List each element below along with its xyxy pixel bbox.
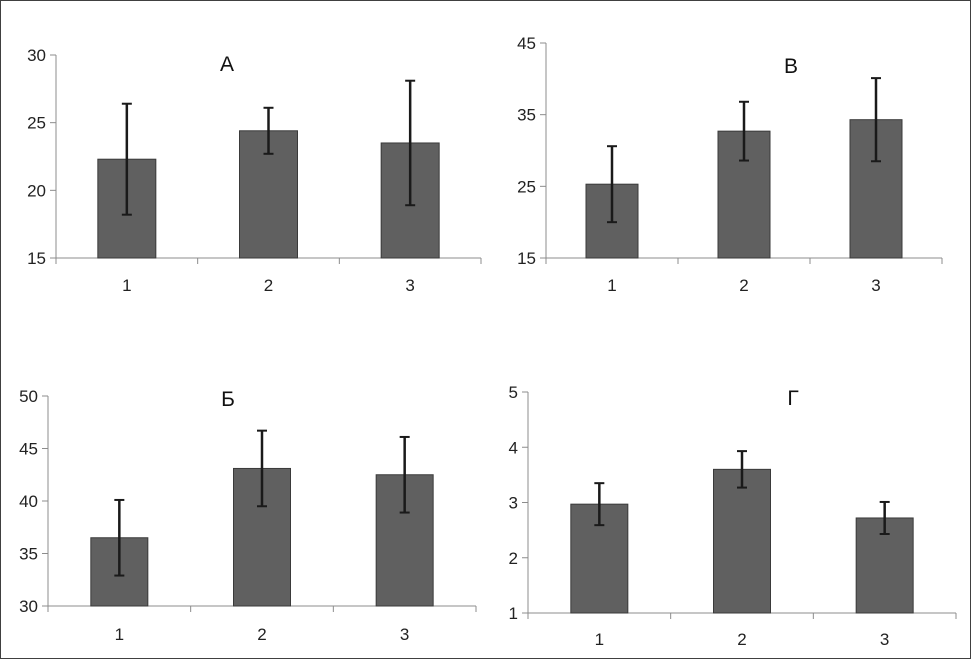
y-tick-label: 45 bbox=[517, 34, 536, 53]
x-tick-label: 3 bbox=[400, 625, 409, 644]
y-tick-label: 5 bbox=[509, 383, 518, 402]
y-tick-label: 15 bbox=[517, 249, 536, 268]
x-tick-label: 1 bbox=[122, 276, 131, 295]
x-tick-label: 2 bbox=[739, 276, 748, 295]
y-tick-label: 20 bbox=[27, 181, 46, 200]
y-tick-label: 30 bbox=[19, 597, 38, 616]
panel-title: Г bbox=[787, 387, 798, 410]
panel-title: Б bbox=[221, 388, 235, 411]
x-tick-label: 2 bbox=[257, 625, 266, 644]
y-tick-label: 50 bbox=[19, 387, 38, 406]
y-tick-label: 35 bbox=[19, 545, 38, 564]
y-tick-label: 45 bbox=[19, 440, 38, 459]
x-tick-label: 3 bbox=[405, 276, 414, 295]
y-tick-label: 35 bbox=[517, 106, 536, 125]
x-tick-label: 1 bbox=[115, 625, 124, 644]
x-tick-label: 1 bbox=[595, 630, 604, 649]
y-tick-label: 25 bbox=[27, 114, 46, 133]
y-tick-label: 15 bbox=[27, 249, 46, 268]
y-tick-label: 1 bbox=[509, 604, 518, 623]
panel-title: В bbox=[784, 55, 798, 78]
y-tick-label: 3 bbox=[509, 494, 518, 513]
y-tick-label: 30 bbox=[27, 46, 46, 65]
x-tick-label: 3 bbox=[871, 276, 880, 295]
y-tick-label: 4 bbox=[509, 438, 518, 457]
x-tick-label: 2 bbox=[264, 276, 273, 295]
y-tick-label: 2 bbox=[509, 549, 518, 568]
y-tick-label: 25 bbox=[517, 177, 536, 196]
panel-title: А bbox=[220, 53, 234, 76]
x-tick-label: 2 bbox=[737, 630, 746, 649]
x-tick-label: 1 bbox=[607, 276, 616, 295]
x-tick-label: 3 bbox=[880, 630, 889, 649]
bar bbox=[713, 468, 771, 614]
y-tick-label: 40 bbox=[19, 492, 38, 511]
